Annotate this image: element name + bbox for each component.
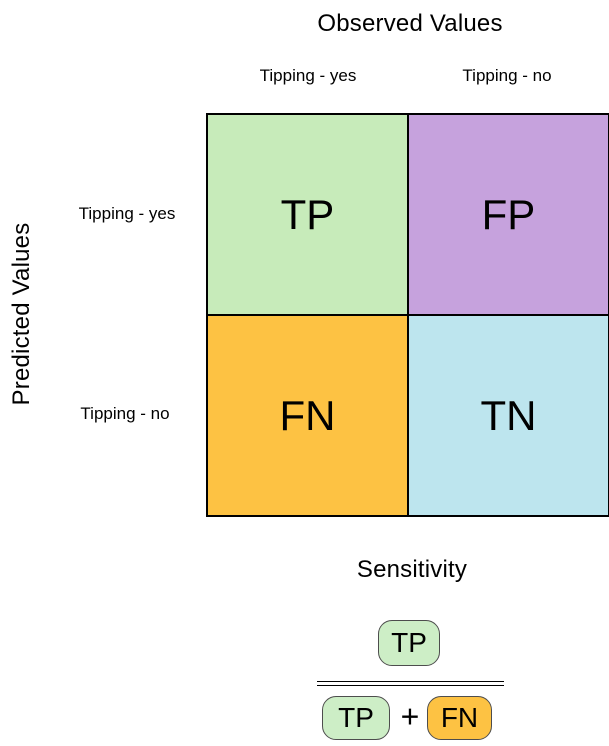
cell-tp-label: TP: [280, 190, 335, 238]
col-label-tipping-no: Tipping - no: [462, 66, 552, 85]
formula-denominator-tp-label: TP: [338, 702, 374, 733]
formula-denominator-fn-chip: FN: [427, 696, 492, 740]
cell-fn-label: FN: [279, 391, 336, 439]
cell-tn-label: TN: [480, 391, 537, 439]
predicted-values-title: Predicted Values: [8, 222, 35, 406]
sensitivity-title: Sensitivity: [356, 556, 468, 583]
observed-values-title: Observed Values: [317, 10, 503, 37]
cell-fp-label: FP: [481, 190, 536, 238]
cell-tp: TP: [208, 115, 407, 314]
formula-denominator-fn-label: FN: [440, 702, 479, 733]
formula-numerator-tp-chip: TP: [378, 620, 440, 666]
row-label-tipping-no: Tipping - no: [80, 404, 170, 423]
fraction-bar: [317, 681, 504, 686]
formula-denominator-tp-chip: TP: [322, 696, 390, 740]
cell-fp: FP: [409, 115, 608, 314]
col-label-tipping-yes: Tipping - yes: [259, 66, 357, 85]
cell-tn: TN: [409, 316, 608, 515]
cell-fn: FN: [208, 316, 407, 515]
confusion-matrix-grid: TP FP FN TN: [206, 113, 609, 517]
formula-numerator-tp-label: TP: [391, 627, 427, 658]
plus-operator: +: [400, 698, 420, 735]
row-label-tipping-yes: Tipping - yes: [78, 204, 176, 223]
